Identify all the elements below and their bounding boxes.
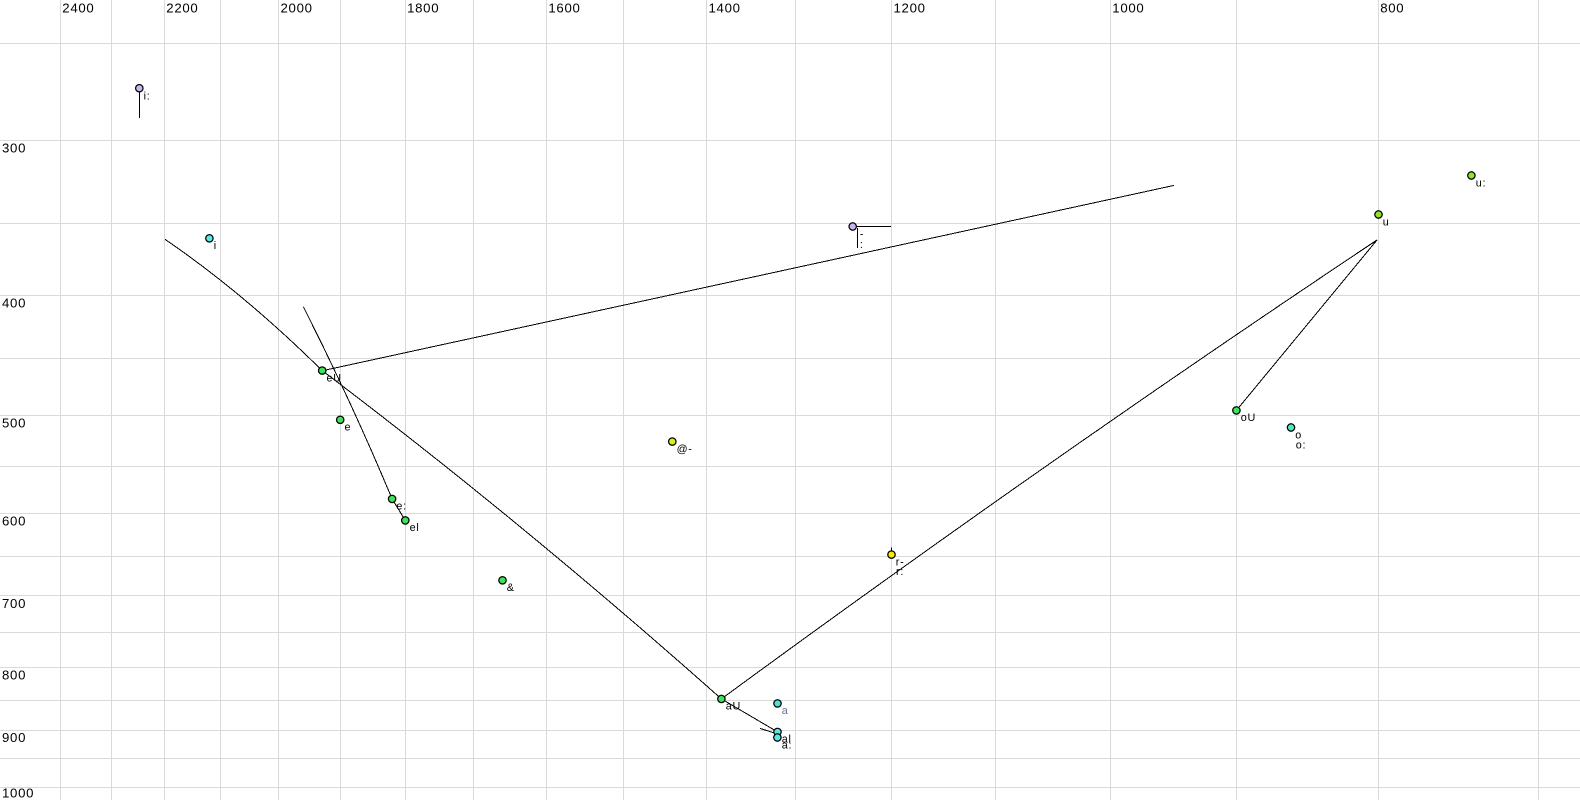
svg-text:1200: 1200 — [894, 0, 926, 15]
svg-text:e: e — [345, 422, 352, 434]
svg-text::: : — [860, 239, 864, 251]
svg-text:oU: oU — [1241, 412, 1256, 424]
svg-text:aU: aU — [726, 701, 741, 713]
svg-text:@-: @- — [677, 443, 693, 455]
svg-text:i:: i: — [144, 90, 151, 102]
svg-text:400: 400 — [2, 296, 26, 311]
svg-text:i: i — [214, 240, 217, 252]
svg-text:2000: 2000 — [281, 0, 313, 15]
svg-text:800: 800 — [1380, 0, 1404, 15]
svg-text:900: 900 — [2, 730, 26, 745]
svg-text:&: & — [507, 582, 515, 594]
svg-text:o:: o: — [1296, 439, 1307, 451]
svg-text:u: u — [1383, 216, 1390, 228]
svg-text:u:: u: — [1476, 177, 1487, 189]
svg-text:2400: 2400 — [62, 0, 94, 15]
svg-text:1000: 1000 — [1112, 0, 1144, 15]
svg-text:800: 800 — [2, 668, 26, 683]
svg-text:1000: 1000 — [2, 786, 34, 800]
svg-text:a:: a: — [782, 739, 793, 751]
svg-text:1600: 1600 — [548, 0, 580, 15]
svg-text:a: a — [782, 705, 789, 717]
svg-text:1400: 1400 — [709, 0, 741, 15]
svg-text:300: 300 — [2, 141, 26, 156]
svg-text:r-: r- — [896, 556, 905, 568]
svg-text:2200: 2200 — [166, 0, 198, 15]
svg-text:1800: 1800 — [407, 0, 439, 15]
svg-text:r:: r: — [896, 566, 904, 578]
svg-text:-: - — [860, 228, 864, 240]
svg-text:500: 500 — [2, 416, 26, 431]
svg-text:e:: e: — [396, 501, 407, 513]
svg-text:o: o — [1295, 429, 1302, 441]
svg-text:al: al — [782, 734, 792, 746]
svg-text:el: el — [410, 522, 420, 534]
svg-text:700: 700 — [2, 596, 26, 611]
svg-text:eU: eU — [327, 372, 342, 384]
svg-text:600: 600 — [2, 514, 26, 529]
